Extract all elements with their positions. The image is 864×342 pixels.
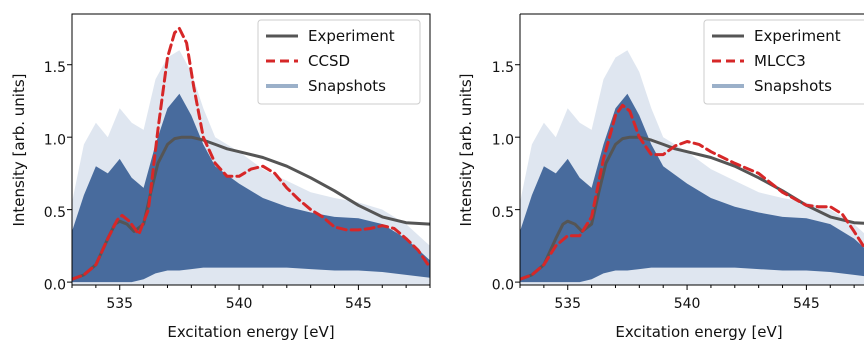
y-tick-label: 0.0 (492, 278, 514, 294)
x-tick-label: 545 (345, 296, 372, 312)
tick-marks (515, 64, 855, 290)
legend: Experiment CCSD Snapshots (257, 19, 421, 105)
legend-label-mlcc3: MLCC3 (754, 52, 806, 70)
x-tick-label: 535 (554, 296, 581, 312)
y-tick-label: 1.5 (44, 60, 66, 76)
y-tick-label: 0.5 (492, 205, 514, 221)
x-tick-label: 540 (226, 296, 253, 312)
legend-label-snapshots: Snapshots (308, 77, 386, 95)
legend-box (257, 19, 421, 105)
snapshots-band (520, 93, 864, 283)
legend-label-ccsd: CCSD (308, 52, 350, 70)
y-tick-label: 0.0 (44, 278, 66, 294)
snapshots-band (72, 93, 430, 283)
tick-marks (67, 64, 431, 290)
x-tick-label: 545 (793, 296, 820, 312)
y-tick-label: 0.5 (44, 205, 66, 221)
plot-area (72, 27, 430, 285)
y-tick-label: 1.0 (492, 133, 514, 149)
series-line-ccsd (72, 27, 430, 281)
plot-area (520, 50, 864, 285)
legend: Experiment MLCC3 Snapshots (703, 19, 864, 105)
axes-frame (71, 13, 431, 286)
y-axis-label: Intensity [arb. units] (457, 73, 475, 226)
series-line-mlcc3 (520, 103, 864, 281)
legend-label-experiment: Experiment (754, 27, 841, 45)
x-tick-label: 540 (674, 296, 701, 312)
legend-label-snapshots: Snapshots (754, 77, 832, 95)
y-tick-label: 1.5 (492, 60, 514, 76)
chart-panel-right: 535 540 545 0.0 0.5 1.0 1.5 Excitation e… (457, 13, 864, 341)
x-axis-label: Excitation energy [eV] (167, 323, 334, 341)
legend-box (703, 19, 864, 105)
legend-label-experiment: Experiment (308, 27, 395, 45)
y-axis-label: Intensity [arb. units] (10, 73, 28, 226)
x-axis-label: Excitation energy [eV] (615, 323, 782, 341)
y-tick-label: 1.0 (44, 133, 66, 149)
chart-panel-left: 535 540 545 0.0 0.5 1.0 1.5 Excitation e… (10, 13, 431, 341)
x-tick-label: 535 (106, 296, 133, 312)
